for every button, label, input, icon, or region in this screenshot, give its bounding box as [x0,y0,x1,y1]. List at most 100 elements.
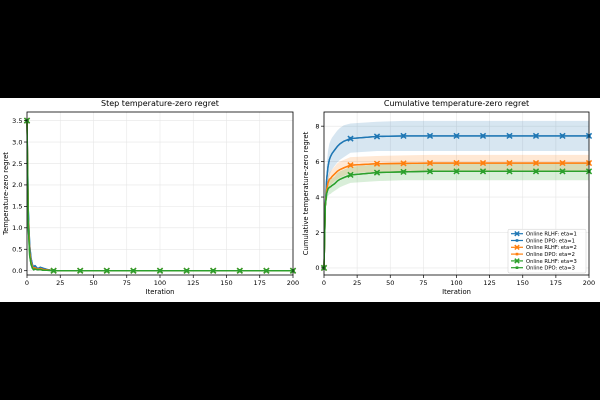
y-tick-label: 0 [315,264,319,272]
data-point-marker [375,170,379,175]
x-axis-label: Iteration [146,288,175,296]
data-point-marker [375,134,379,139]
data-point-marker [184,269,189,273]
legend-entry: Online RLHF: eta=1 [511,230,577,238]
data-point-marker [454,161,459,165]
x-tick-label: 100 [450,279,462,287]
x-tick-label: 0 [322,279,326,287]
x-tick-label: 125 [187,279,199,287]
data-point-marker [428,161,432,165]
legend-marker-stroke-b [514,244,520,251]
y-axis-label: Cumulative temperature-zero regret [302,131,310,255]
y-tick-label: 3.0 [12,138,22,146]
legend-label: Online DPO: eta=2 [526,252,575,258]
data-point-marker [401,134,406,138]
legend-marker [515,252,519,256]
data-point-marker [454,169,459,174]
chart-title: Cumulative temperature-zero regret [384,99,529,108]
legend-marker [514,258,520,264]
legend-entry: Online RLHF: eta=2 [511,244,577,251]
x-tick-label: 75 [419,279,427,287]
data-point-marker [560,134,565,138]
y-tick-label: 1.5 [12,203,22,211]
x-tick-label: 175 [254,279,266,287]
legend-marker [515,266,519,269]
data-point-marker [534,134,538,138]
data-point-marker [401,170,406,174]
legend-marker-stroke-b [514,230,520,237]
x-tick-label: 200 [583,279,595,287]
legend-label: Online RLHF: eta=1 [526,232,577,238]
data-point-marker [105,269,109,273]
y-tick-label: 4 [315,193,319,201]
data-point-marker [507,134,512,138]
x-tick-label: 150 [517,279,529,287]
data-point-marker [481,134,485,138]
y-tick-label: 2.0 [12,181,22,189]
y-tick-label: 2.5 [12,160,22,168]
data-point-marker [534,161,538,165]
data-point-marker [560,169,565,174]
data-point-marker [481,161,485,165]
y-tick-label: 1.0 [12,224,22,232]
figure: 0 25 50 75 100 125 150 175 200 0.0 0.5 1.0 1.5 2.0 2.5… [0,98,600,302]
x-tick-label: 125 [483,279,495,287]
y-tick-label: 0.0 [12,267,22,275]
x-tick-label: 75 [123,279,131,287]
data-point-marker [507,161,512,165]
y-tick-label: 2 [315,229,319,237]
data-point-marker [507,169,512,174]
x-tick-label: 0 [25,279,29,287]
x-tick-label: 25 [353,279,361,287]
legend-label: Online RLHF: eta=3 [526,259,577,265]
data-point-marker [428,169,432,174]
x-tick-label: 50 [386,279,394,287]
data-point-marker [454,134,459,138]
legend-entry: Online RLHF: eta=3 [511,258,577,265]
y-tick-label: 3.5 [12,117,22,125]
data-point-marker [348,173,353,177]
data-point-marker [51,269,56,273]
data-point-marker [348,136,353,141]
data-point-marker [211,269,215,273]
legend-marker [514,244,520,251]
step-regret-chart: 0 25 50 75 100 125 150 175 200 0.0 0.5 1.0 1.5 2.0 2.5… [2,99,299,296]
data-point-marker [534,169,538,174]
legend-entry: Online DPO: eta=3 [511,266,575,272]
x-tick-label: 175 [550,279,562,287]
data-point-marker [131,269,136,273]
data-point-marker [78,269,82,273]
legend-label: Online DPO: eta=3 [526,266,575,272]
legend-marker [514,230,520,237]
legend-marker [515,239,519,242]
y-tick-label: 6 [315,158,319,166]
series-line-3 [323,162,589,268]
x-tick-label: 100 [154,279,166,287]
legend-box [507,228,587,274]
x-tick-label: 25 [56,279,64,287]
series-line-5 [323,170,589,268]
series-line-5 [26,120,293,272]
data-point-marker [348,163,353,167]
legend-label: Online RLHF: eta=2 [526,245,577,251]
series-line-1 [323,135,589,268]
data-point-marker [481,169,485,174]
legend-entry: Online DPO: eta=2 [511,252,575,258]
x-tick-label: 150 [220,279,232,287]
legend-entry: Online DPO: eta=1 [511,238,575,244]
data-point-marker [238,269,242,273]
chart-title: Step temperature-zero regret [101,99,219,108]
y-tick-label: 0.5 [12,246,22,254]
legend-marker-stroke-b [514,258,520,264]
x-axis-label: Iteration [442,288,471,296]
y-tick-label: 8 [315,122,319,130]
data-point-marker [264,269,269,273]
data-point-marker [158,269,162,273]
y-axis-label: Temperature-zero regret [2,152,10,236]
x-tick-label: 50 [89,279,97,287]
data-point-marker [560,161,565,165]
x-tick-label: 200 [287,279,299,287]
data-point-marker [401,161,406,166]
cumulative-regret-chart: 0 25 50 75 100 125 150 175 200 0 2 4 6 8 Cumulative te… [302,99,595,296]
